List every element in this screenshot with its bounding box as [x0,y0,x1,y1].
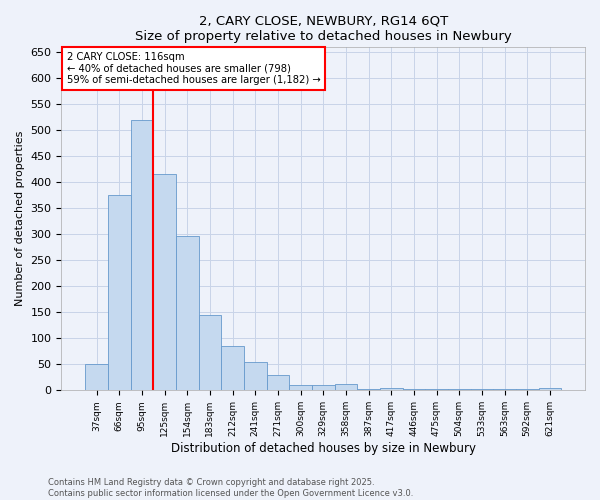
Bar [357,389,380,390]
Title: 2, CARY CLOSE, NEWBURY, RG14 6QT
Size of property relative to detached houses in: 2, CARY CLOSE, NEWBURY, RG14 6QT Size of… [135,15,512,43]
Bar [539,388,561,390]
Bar [403,389,425,390]
Bar [266,374,289,390]
Bar [85,364,108,390]
Bar [380,388,403,390]
Bar [244,362,266,390]
Bar [199,315,221,390]
Text: Contains HM Land Registry data © Crown copyright and database right 2025.
Contai: Contains HM Land Registry data © Crown c… [48,478,413,498]
Bar [131,120,153,390]
Bar [108,195,131,390]
Bar [289,385,312,390]
Y-axis label: Number of detached properties: Number of detached properties [15,131,25,306]
Text: 2 CARY CLOSE: 116sqm
← 40% of detached houses are smaller (798)
59% of semi-deta: 2 CARY CLOSE: 116sqm ← 40% of detached h… [67,52,320,86]
Bar [153,174,176,390]
Bar [221,346,244,391]
Bar [176,236,199,390]
Bar [312,385,335,390]
Bar [335,384,357,390]
X-axis label: Distribution of detached houses by size in Newbury: Distribution of detached houses by size … [171,442,476,455]
Bar [425,389,448,390]
